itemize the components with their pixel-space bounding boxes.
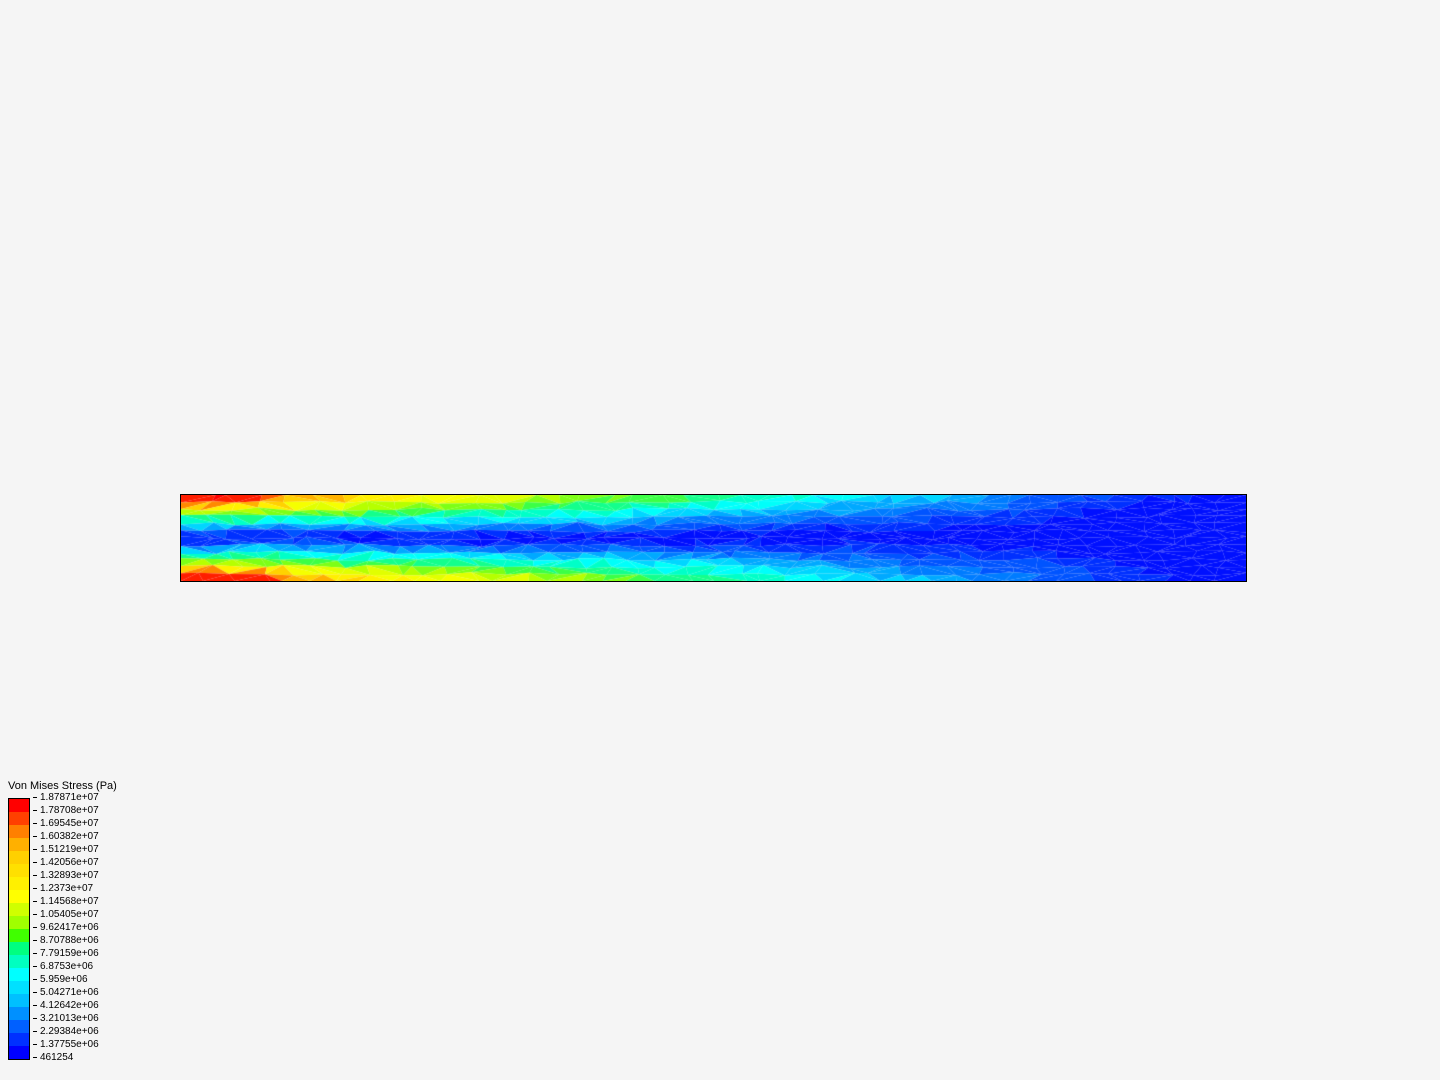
legend-color-segment [9,812,29,825]
legend-tick-label: 1.78708e+07 [33,805,99,816]
legend-color-segment [9,1046,29,1059]
legend-colorbar [8,798,30,1060]
legend-tick-label: 1.37755e+06 [33,1039,99,1050]
legend-color-segment [9,877,29,890]
legend-title: Von Mises Stress (Pa) [8,780,117,792]
legend-color-segment [9,968,29,981]
stress-contour-canvas [180,494,1247,582]
legend-tick-label: 1.69545e+07 [33,818,99,829]
legend-tick-label: 1.60382e+07 [33,831,99,842]
legend-color-segment [9,994,29,1007]
legend-color-segment [9,929,29,942]
legend-color-segment [9,903,29,916]
legend-tick-label: 7.79159e+06 [33,948,99,959]
stress-contour-plot [180,494,1247,582]
legend-tick-label: 1.05405e+07 [33,909,99,920]
legend-tick-label: 9.62417e+06 [33,922,99,933]
legend-color-segment [9,1020,29,1033]
legend-color-segment [9,890,29,903]
legend-tick-label: 1.51219e+07 [33,844,99,855]
legend-color-segment [9,1007,29,1020]
legend-tick-label: 1.14568e+07 [33,896,99,907]
legend-color-segment [9,955,29,968]
simulation-viewport: Von Mises Stress (Pa) 1.87871e+07 1.78708… [0,0,1440,1080]
legend-color-segment [9,942,29,955]
legend-tick-label: 4.12642e+06 [33,1000,99,1011]
legend-tick-label: 6.8753e+06 [33,961,93,972]
legend-tick-label: 2.29384e+06 [33,1026,99,1037]
legend-tick-label: 5.04271e+06 [33,987,99,998]
legend-tick-label: 1.87871e+07 [33,792,99,803]
legend-tick-label: 5.959e+06 [33,974,88,985]
legend-color-segment [9,838,29,851]
legend-color-segment [9,1033,29,1046]
legend-color-segment [9,981,29,994]
legend-tick-label: 3.21013e+06 [33,1013,99,1024]
legend-color-segment [9,851,29,864]
legend-color-segment [9,916,29,929]
legend-color-segment [9,799,29,812]
legend-tick-label: 8.70788e+06 [33,935,99,946]
legend-tick-label: 1.2373e+07 [33,883,93,894]
legend-color-segment [9,864,29,877]
legend-tick-label: 461254 [33,1052,73,1063]
legend-tick-label: 1.32893e+07 [33,870,99,881]
color-legend: Von Mises Stress (Pa) 1.87871e+07 1.78708… [8,780,117,1060]
legend-color-segment [9,825,29,838]
legend-tick-label: 1.42056e+07 [33,857,99,868]
